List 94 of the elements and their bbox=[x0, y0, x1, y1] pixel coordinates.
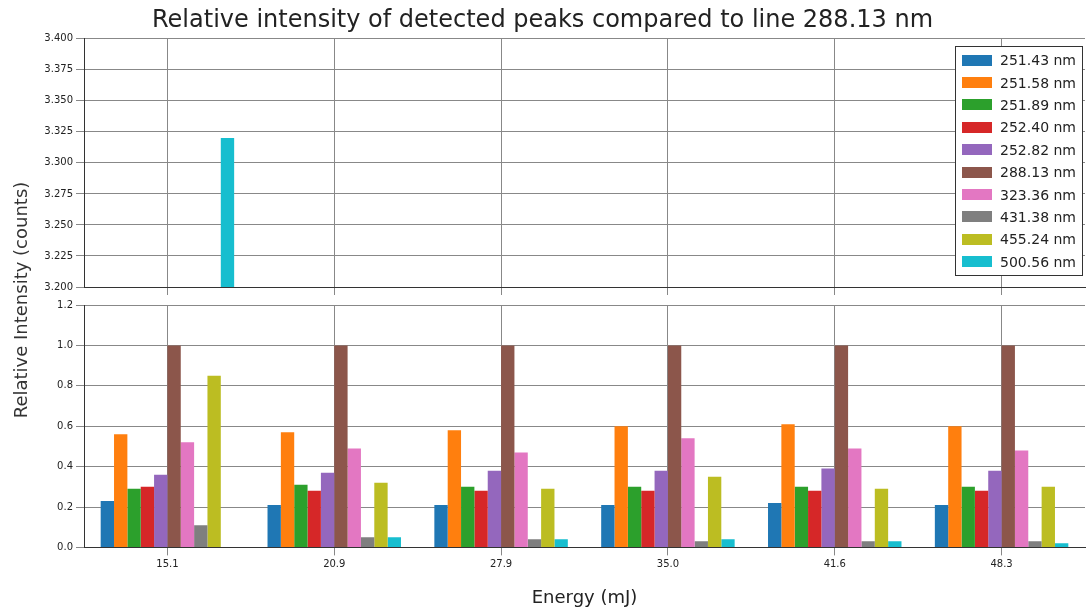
x-tick-label: 41.6 bbox=[823, 557, 846, 569]
bar bbox=[974, 490, 989, 547]
bar bbox=[641, 490, 655, 547]
bar bbox=[294, 484, 308, 547]
y-tick-label: 3.350 bbox=[44, 94, 73, 106]
chart-title: Relative intensity of detected peaks compared to line 288.13 nm bbox=[151, 4, 934, 33]
bar bbox=[654, 470, 668, 547]
bar bbox=[114, 434, 128, 547]
bar bbox=[601, 504, 615, 547]
y-tick-label: 0.8 bbox=[57, 379, 73, 391]
bar bbox=[874, 488, 889, 547]
x-tick-label: 35.0 bbox=[656, 557, 680, 569]
legend-label: 500.56 nm bbox=[1000, 253, 1076, 270]
bar bbox=[861, 541, 875, 547]
bar bbox=[434, 504, 448, 547]
bar bbox=[307, 490, 321, 547]
bar bbox=[554, 539, 568, 547]
legend-label: 252.40 nm bbox=[1000, 119, 1076, 136]
x-tick-label: 27.9 bbox=[489, 557, 513, 569]
y-tick-label: 3.225 bbox=[44, 249, 73, 261]
y-tick-label: 3.250 bbox=[44, 218, 73, 230]
bar bbox=[461, 486, 475, 547]
bar bbox=[721, 539, 735, 547]
bar bbox=[667, 345, 682, 547]
x-tick-label: 20.9 bbox=[323, 557, 346, 569]
legend-label: 288.13 nm bbox=[1000, 164, 1076, 181]
bar bbox=[487, 470, 502, 547]
bar bbox=[140, 486, 155, 547]
bar bbox=[988, 470, 1002, 547]
bar bbox=[207, 375, 221, 547]
y-tick-label: 0.2 bbox=[57, 500, 73, 512]
bar bbox=[360, 537, 375, 547]
y-tick-label: 3.375 bbox=[44, 63, 73, 75]
bar bbox=[387, 537, 401, 547]
y-tick-label: 1.0 bbox=[57, 338, 73, 350]
bar bbox=[681, 438, 695, 547]
bar bbox=[474, 490, 488, 547]
bar bbox=[1028, 541, 1042, 547]
bar bbox=[1001, 345, 1015, 547]
bar bbox=[167, 345, 181, 547]
bar bbox=[514, 452, 528, 547]
bar bbox=[267, 504, 281, 547]
bar bbox=[154, 474, 168, 547]
bar bbox=[347, 448, 361, 547]
bar bbox=[808, 490, 822, 547]
legend-label: 252.82 nm bbox=[1000, 141, 1076, 158]
y-tick-label: 0.4 bbox=[57, 460, 73, 472]
bar bbox=[527, 539, 542, 547]
bar bbox=[627, 486, 642, 547]
bar bbox=[707, 476, 722, 547]
bar bbox=[821, 468, 835, 547]
y-tick-label: 3.275 bbox=[44, 187, 73, 199]
bar bbox=[768, 502, 782, 547]
bar bbox=[334, 345, 348, 547]
bar bbox=[320, 472, 335, 547]
legend-label: 455.24 nm bbox=[1000, 231, 1076, 248]
legend-label: 251.58 nm bbox=[1000, 74, 1076, 91]
legend-label: 251.43 nm bbox=[1000, 52, 1076, 69]
bar bbox=[961, 486, 975, 547]
bar bbox=[934, 504, 949, 547]
y-tick-label: 3.325 bbox=[44, 125, 73, 137]
bar bbox=[447, 430, 462, 547]
bar bbox=[501, 345, 515, 547]
bar bbox=[127, 488, 141, 547]
bar bbox=[614, 426, 628, 547]
bar bbox=[1041, 486, 1055, 547]
bar bbox=[888, 541, 902, 547]
x-tick-label: 48.3 bbox=[990, 557, 1013, 569]
y-tick-label: 3.300 bbox=[44, 156, 73, 168]
y-tick-label: 1.2 bbox=[57, 298, 73, 310]
bar bbox=[194, 525, 208, 547]
bar bbox=[1014, 450, 1029, 547]
bar bbox=[180, 442, 195, 547]
x-axis-title: Energy (mJ) bbox=[531, 585, 638, 607]
bar bbox=[848, 448, 862, 547]
bar bbox=[834, 345, 849, 547]
legend-label: 323.36 nm bbox=[1000, 186, 1076, 203]
y-axis-title: Relative Intensity (counts) bbox=[9, 181, 31, 419]
bar bbox=[100, 500, 115, 547]
bar bbox=[1054, 543, 1069, 547]
y-tick-label: 3.200 bbox=[44, 280, 73, 292]
x-tick-label: 15.1 bbox=[156, 557, 179, 569]
bar bbox=[280, 432, 295, 547]
y-tick-label: 3.400 bbox=[44, 32, 73, 44]
y-tick-label: 0.0 bbox=[57, 540, 73, 552]
legend-label: 251.89 nm bbox=[1000, 96, 1076, 113]
legend-label: 431.38 nm bbox=[1000, 208, 1076, 225]
y-tick-label: 0.6 bbox=[57, 419, 73, 431]
bar bbox=[694, 541, 708, 547]
bar bbox=[794, 486, 809, 547]
bar bbox=[948, 426, 962, 547]
bar bbox=[374, 482, 388, 547]
bar bbox=[781, 424, 795, 547]
bar bbox=[541, 488, 555, 547]
